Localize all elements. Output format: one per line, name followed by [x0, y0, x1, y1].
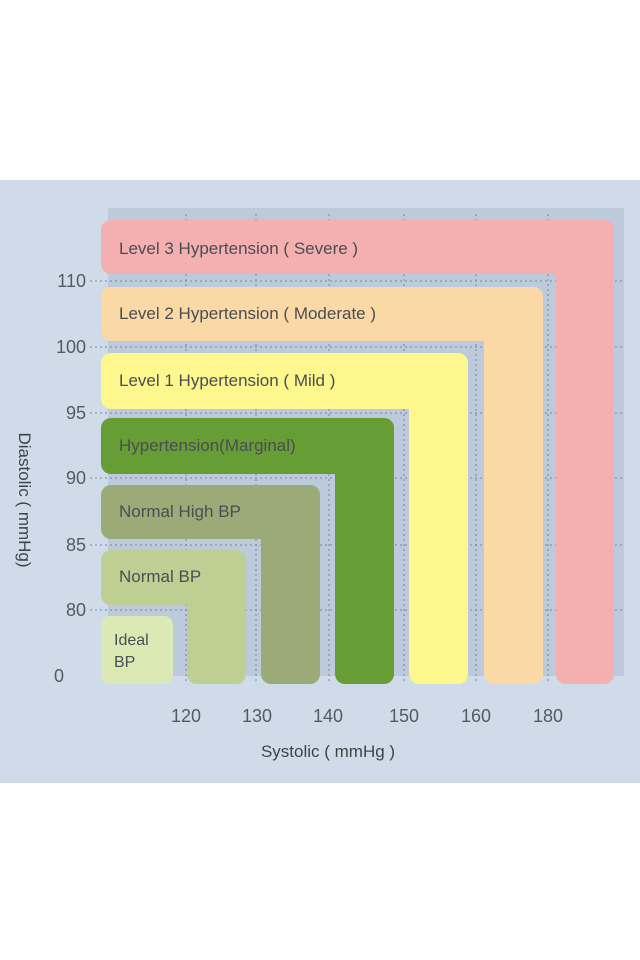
x-tick-150: 150 — [388, 706, 420, 726]
y-tick-0: 0 — [53, 666, 64, 686]
label-marginal: Hypertension(Marginal) — [119, 436, 296, 455]
x-tick-120: 120 — [170, 706, 202, 726]
band-level2-stem — [484, 287, 543, 684]
y-tick-110: 110 — [57, 271, 86, 291]
x-tick-160: 160 — [460, 706, 492, 726]
band-level1-bar — [101, 353, 468, 409]
label-ideal-line1: Ideal — [114, 632, 149, 649]
label-level2: Level 2 Hypertension ( Moderate ) — [119, 304, 377, 323]
label-ideal: Ideal BP — [114, 630, 164, 674]
y-tick-95: 95 — [65, 403, 86, 423]
x-tick-140: 140 — [312, 706, 344, 726]
band-normal-high-stem — [261, 485, 320, 684]
x-tick-130: 130 — [241, 706, 273, 726]
band-normal-stem — [187, 550, 246, 684]
band-level2-bar — [101, 287, 543, 341]
y-tick-80: 80 — [65, 600, 86, 620]
label-level1: Level 1 Hypertension ( Mild ) — [119, 371, 336, 390]
y-tick-85: 85 — [65, 535, 86, 555]
band-ideal — [101, 616, 173, 684]
x-tick-180: 180 — [532, 706, 564, 726]
label-normal: Normal BP — [119, 567, 202, 586]
label-ideal-line2: BP — [114, 654, 136, 671]
band-marginal-stem — [335, 418, 394, 684]
x-axis-label: Systolic ( mmHg ) — [260, 742, 396, 761]
label-normal-high: Normal High BP — [119, 502, 241, 521]
band-level1-stem — [409, 353, 468, 684]
y-tick-90: 90 — [65, 468, 86, 488]
y-tick-100: 100 — [55, 337, 86, 357]
label-level3: Level 3 Hypertension ( Severe ) — [119, 239, 359, 258]
band-level3-stem — [556, 220, 614, 684]
y-axis-label: Diastolic ( mmHg) — [15, 432, 34, 568]
band-level3-bar — [101, 220, 614, 274]
